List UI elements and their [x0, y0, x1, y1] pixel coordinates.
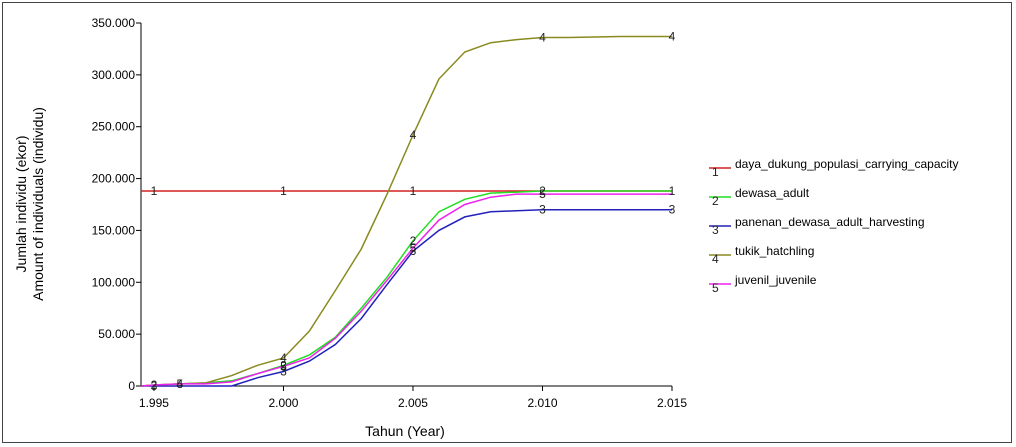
- series-line-2: [140, 190, 672, 387]
- series-marker-3: 3: [280, 364, 287, 378]
- legend-marker: 2: [712, 194, 719, 208]
- series-marker-3: 3: [410, 244, 417, 258]
- series-marker-1: 1: [669, 184, 676, 198]
- legend: 1 daya_dukung_populasi_carrying_capacity 2…: [709, 157, 959, 295]
- y-axis-title-line-1: Jumlah individu (ekor): [13, 136, 29, 273]
- series-marker-5: 5: [280, 359, 287, 373]
- series-marker-1: 1: [151, 184, 158, 198]
- series-marker-3: 3: [151, 379, 158, 393]
- y-axis-title-line-2: Amount of individuals (individu): [30, 107, 46, 301]
- series-marker-4: 4: [280, 351, 287, 365]
- series-marker-3: 3: [539, 203, 546, 217]
- y-tick-label: 350.000: [92, 16, 136, 30]
- series-line-3: [141, 208, 672, 387]
- series-marker-1: 1: [280, 184, 287, 198]
- series-marker-4: 4: [177, 377, 184, 391]
- legend-marker: 5: [712, 281, 719, 295]
- series-marker-5: 5: [177, 377, 184, 391]
- series-marker-2: 2: [280, 358, 287, 372]
- series-marker-2: 2: [539, 184, 546, 198]
- series-marker-4: 4: [410, 128, 417, 142]
- x-tick-label: 2.005: [398, 396, 428, 410]
- y-tick-label: 300.000: [92, 68, 136, 82]
- series-marker-5: 5: [410, 241, 417, 255]
- y-tick-label: 200.000: [92, 172, 136, 186]
- x-tick-label: 2.015: [657, 396, 687, 410]
- series-marker-4: 4: [669, 29, 676, 43]
- series-marker-2: 2: [410, 234, 417, 248]
- legend-label: dewasa_adult: [735, 186, 810, 200]
- series-marker-1: 1: [410, 184, 417, 198]
- x-tick-label: 1.995: [139, 396, 169, 410]
- y-ticks: 0 50.000 100.000 150.000 200.000 250.000 300.0…: [92, 16, 141, 393]
- axes: [140, 23, 672, 387]
- legend-label: panenan_dewasa_adult_harvesting: [735, 215, 925, 229]
- series-marker-5: 5: [539, 187, 546, 201]
- x-tick-label: 2.010: [527, 396, 557, 410]
- legend-marker: 1: [712, 165, 719, 179]
- series-line-5: [140, 193, 672, 387]
- series-lines: [140, 35, 672, 387]
- legend-label: tukik_hatchling: [735, 244, 814, 258]
- y-tick-label: 0: [128, 379, 135, 393]
- x-axis-title: Tahun (Year): [365, 423, 445, 439]
- legend-marker: 4: [712, 252, 719, 266]
- line-chart: 0 50.000 100.000 150.000 200.000 250.000 300.0…: [13, 16, 959, 439]
- y-tick-label: 100.000: [92, 275, 136, 289]
- y-tick-label: 250.000: [92, 120, 136, 134]
- series-marker-3: 3: [669, 203, 676, 217]
- series-marker-2: 2: [151, 378, 158, 392]
- y-tick-label: 50.000: [98, 327, 135, 341]
- x-tick-label: 2.000: [268, 396, 298, 410]
- legend-marker: 3: [712, 223, 719, 237]
- legend-label: juvenil_juvenile: [734, 273, 817, 287]
- series-line-4: [140, 35, 672, 387]
- y-tick-label: 150.000: [92, 223, 136, 237]
- series-marker-4: 4: [539, 31, 546, 45]
- x-ticks: 1.995 2.000 2.005 2.010 2.015: [139, 386, 687, 410]
- legend-label: daya_dukung_populasi_carrying_capacity: [735, 157, 959, 171]
